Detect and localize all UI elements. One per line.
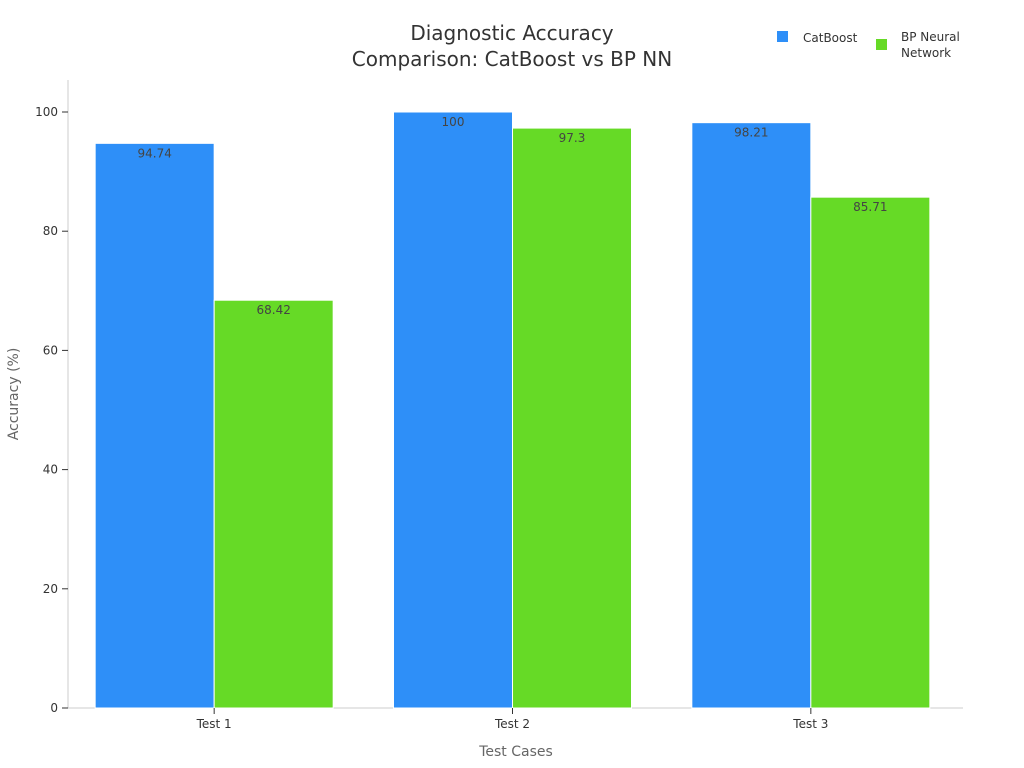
data-label-catboost-test-2: 100 (442, 115, 465, 129)
legend-swatch-catboost[interactable] (777, 31, 788, 42)
legend-label-bp-neural-network-line-1[interactable]: BP Neural (901, 30, 960, 44)
x-ticks: Test 1 Test 2 Test 3 (196, 708, 828, 731)
y-tick-label-80: 80 (43, 224, 58, 238)
y-tick-label-40: 40 (43, 463, 58, 477)
bar-bp-neural-network-test-3[interactable] (810, 196, 931, 709)
legend: CatBoost BP Neural Network (777, 30, 960, 60)
y-tick-label-100: 100 (35, 105, 58, 119)
x-tick-label-test-3: Test 3 (792, 717, 828, 731)
chart-title-line-2: Comparison: CatBoost vs BP NN (352, 47, 672, 71)
legend-label-bp-neural-network-line-2[interactable]: Network (901, 46, 951, 60)
bars: 94.74 68.42 100 97.3 98.21 85.71 (94, 111, 931, 709)
x-tick-label-test-2: Test 2 (494, 717, 530, 731)
data-label-bp-neural-network-test-3: 85.71 (853, 200, 887, 214)
bar-catboost-test-3[interactable] (691, 122, 812, 709)
y-axis-title: Accuracy (%) (6, 348, 22, 441)
bar-catboost-test-2[interactable] (393, 111, 513, 709)
data-label-catboost-test-3: 98.21 (734, 126, 768, 140)
bar-catboost-test-1[interactable] (94, 142, 215, 709)
y-tick-label-20: 20 (43, 582, 58, 596)
x-tick-label-test-1: Test 1 (196, 717, 232, 731)
y-tick-label-60: 60 (43, 343, 58, 357)
x-axis-title: Test Cases (478, 744, 553, 760)
bar-bp-neural-network-test-2[interactable] (512, 127, 632, 709)
data-label-catboost-test-1: 94.74 (137, 146, 171, 160)
bar-bp-neural-network-test-1[interactable] (213, 299, 334, 709)
y-ticks: 0 20 40 60 80 100 (35, 105, 68, 715)
legend-label-catboost[interactable]: CatBoost (803, 31, 858, 45)
y-tick-label-0: 0 (50, 701, 58, 715)
data-label-bp-neural-network-test-1: 68.42 (256, 303, 290, 317)
data-label-bp-neural-network-test-2: 97.3 (559, 131, 586, 145)
legend-swatch-bp-neural-network[interactable] (876, 39, 887, 50)
chart-title-line-1: Diagnostic Accuracy (410, 21, 613, 45)
